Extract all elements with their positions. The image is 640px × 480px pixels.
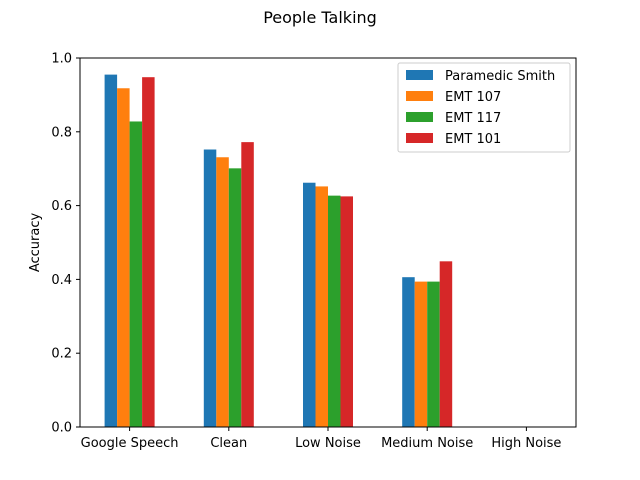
bar-series-4-category-3 — [340, 196, 353, 428]
bar-series-2-category-1 — [117, 88, 130, 427]
bar-series-4-category-2 — [241, 142, 254, 427]
legend-swatch — [406, 133, 433, 143]
x-tick-label: Low Noise — [295, 436, 361, 451]
chart-title: People Talking — [263, 8, 377, 27]
bar-series-3-category-2 — [228, 168, 242, 427]
bar-series-3-category-3 — [328, 195, 341, 427]
x-tick-label: Google Speech — [81, 436, 179, 451]
x-tick-label: Clean — [210, 436, 247, 451]
legend-box — [397, 62, 571, 153]
bars-group — [104, 74, 453, 428]
bar-series-3-category-4 — [427, 281, 440, 427]
legend-label: EMT 101 — [445, 132, 501, 147]
legend-swatch — [406, 91, 433, 101]
x-tick-label: High Noise — [491, 436, 561, 451]
bar-series-1-category-1 — [104, 74, 118, 428]
bar-series-2-category-2 — [216, 157, 229, 427]
y-tick-label: 1.0 — [51, 52, 72, 67]
bar-series-4-category-4 — [439, 261, 453, 427]
x-axis: Google Speech Clean Low Noise Medium Noise H… — [81, 427, 561, 451]
legend-label: Paramedic Smith — [445, 69, 555, 84]
legend: Paramedic Smith EMT 107 EMT 117 EMT 101 — [397, 62, 571, 153]
bar-series-1-category-2 — [203, 149, 217, 427]
y-axis: 0.0 0.2 0.4 0.6 0.8 1.0 — [51, 52, 80, 436]
bar-series-1-category-3 — [303, 182, 316, 427]
x-tick-label: Medium Noise — [381, 436, 473, 451]
y-tick-label: 0.4 — [51, 273, 72, 288]
legend-label: EMT 107 — [445, 90, 501, 105]
y-axis-label: Accuracy — [28, 213, 43, 273]
bar-series-2-category-4 — [414, 281, 428, 427]
bar-series-2-category-3 — [315, 186, 328, 427]
legend-swatch — [406, 112, 433, 122]
bar-series-3-category-1 — [129, 121, 143, 427]
y-tick-label: 0.8 — [51, 125, 72, 140]
bar-series-4-category-1 — [142, 77, 155, 427]
y-tick-label: 0.6 — [51, 199, 72, 214]
y-tick-label: 0.2 — [51, 347, 72, 362]
bar-series-1-category-4 — [402, 277, 415, 427]
legend-swatch — [406, 70, 433, 80]
y-tick-label: 0.0 — [51, 421, 72, 436]
legend-label: EMT 117 — [445, 111, 501, 126]
